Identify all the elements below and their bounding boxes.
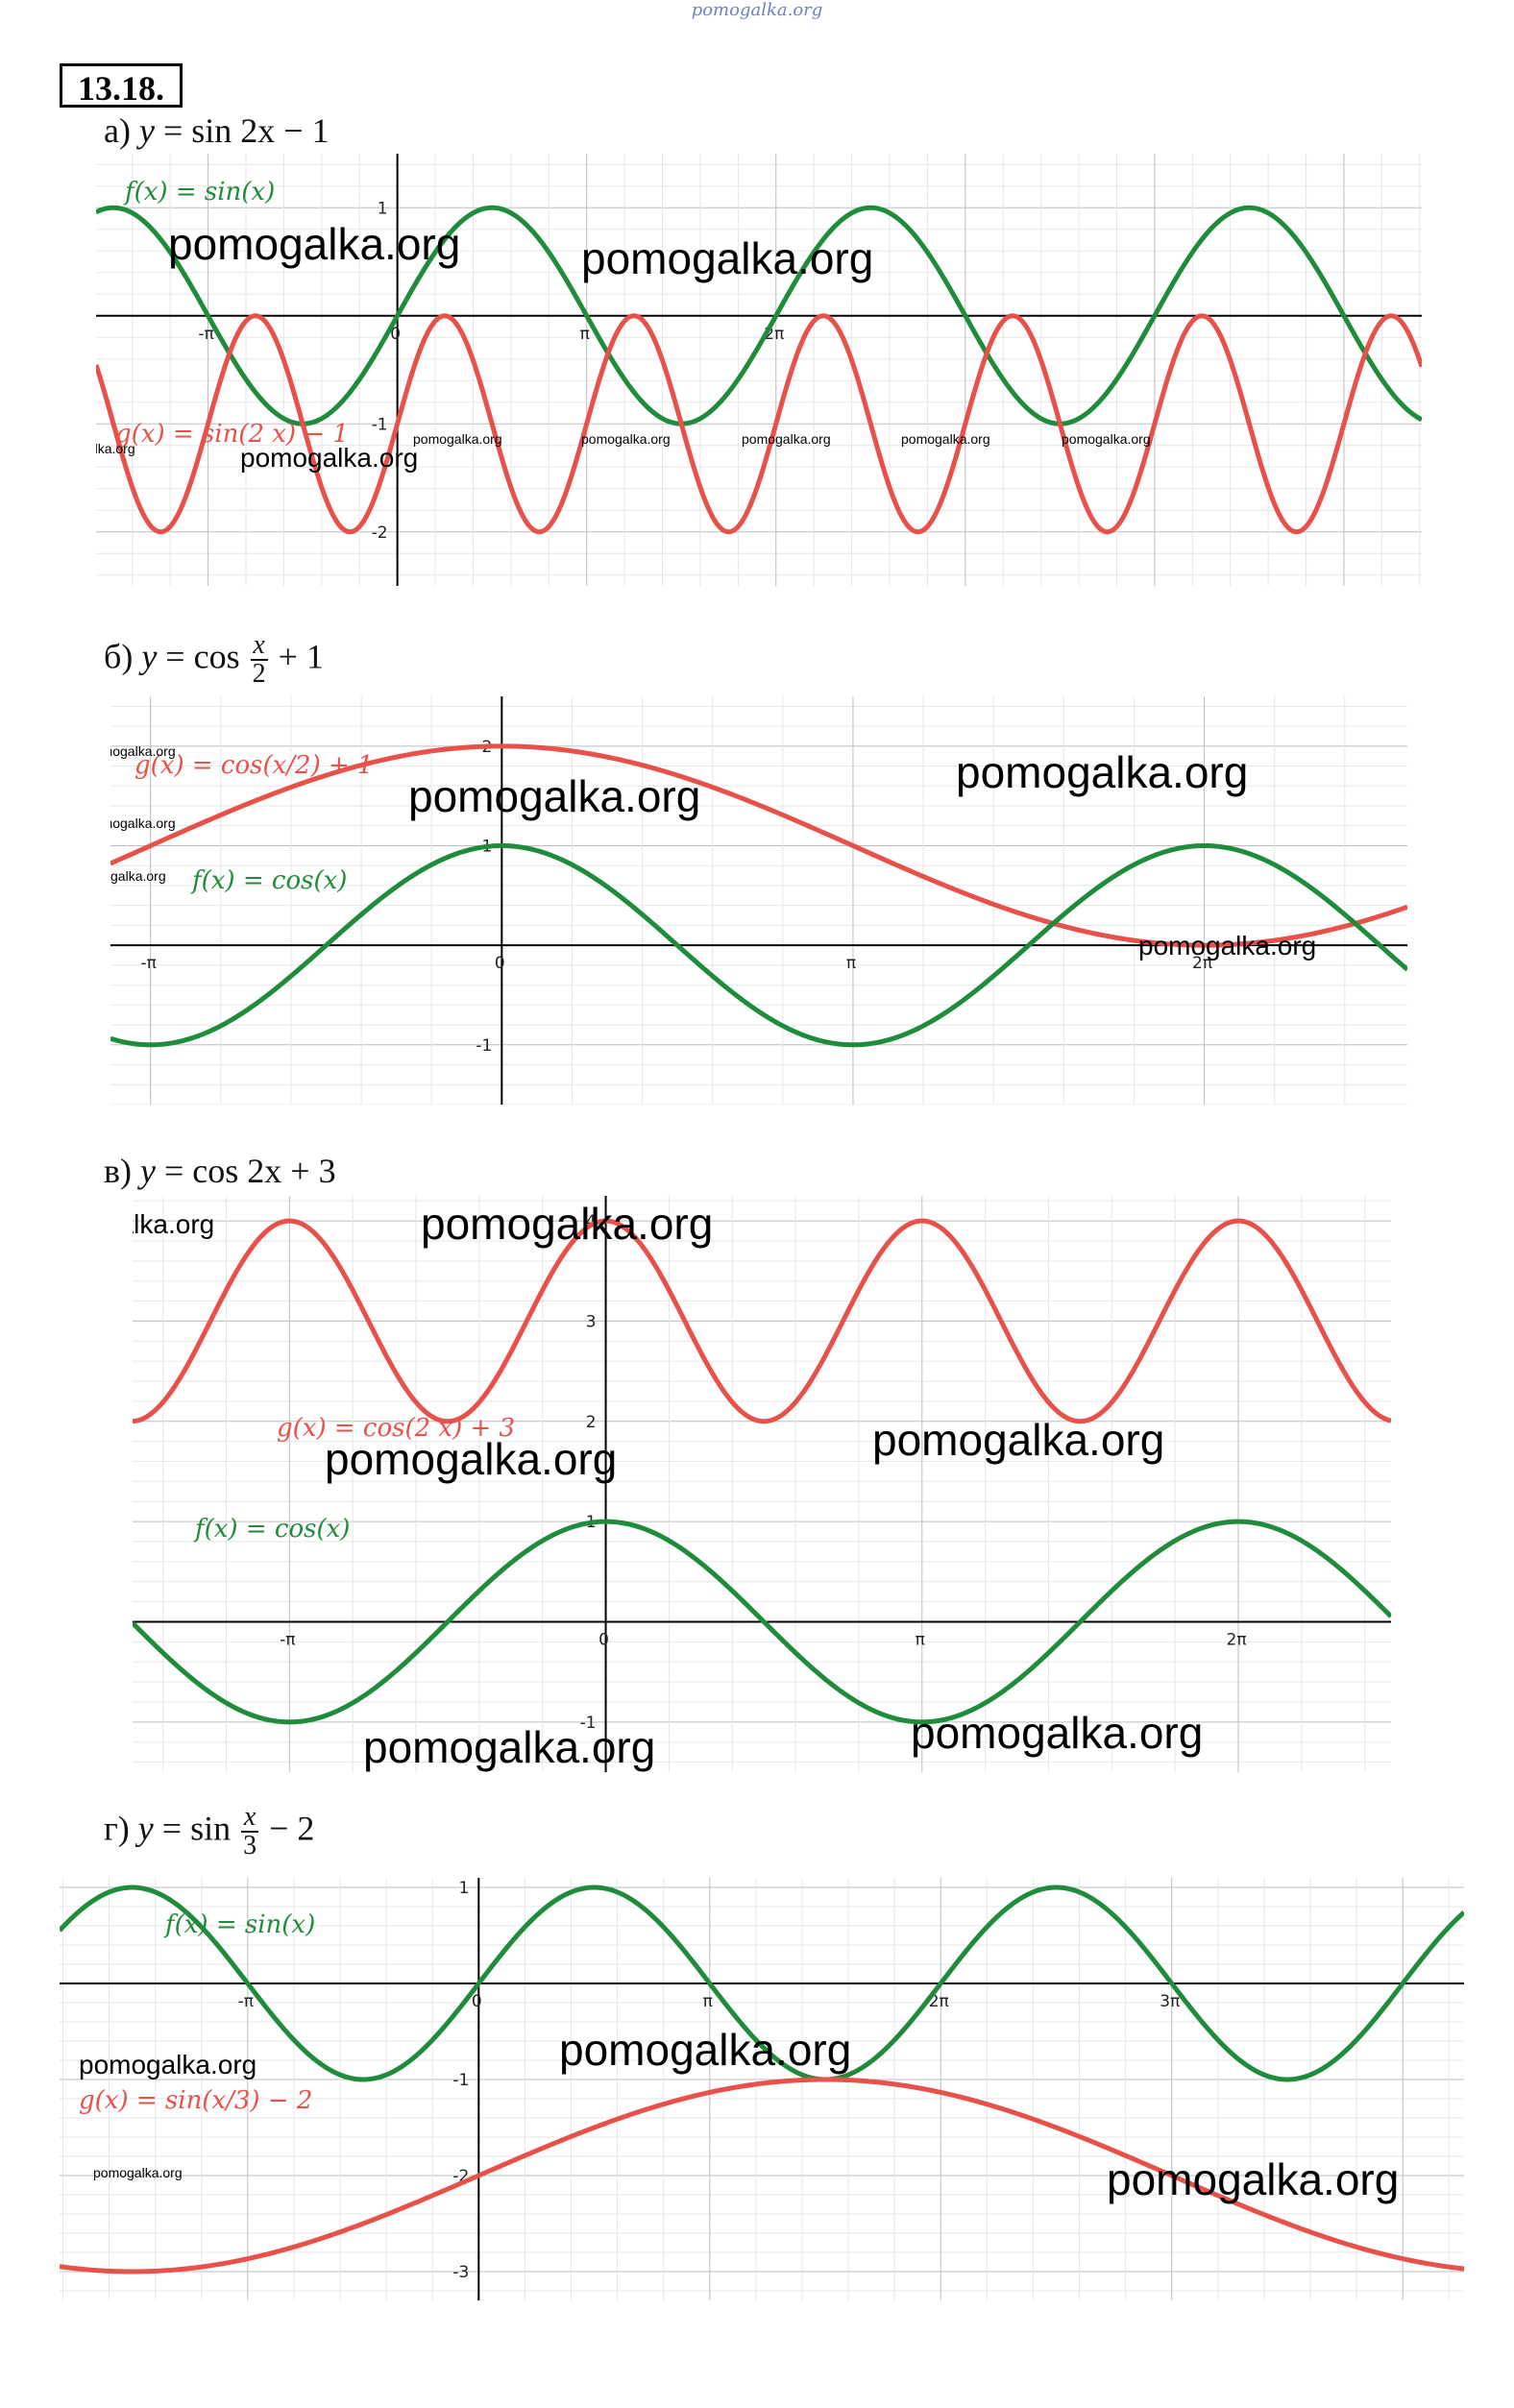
legend-g: g(x) = cos(2 x) + 3 [277, 1414, 515, 1443]
task-c-letter: в) [104, 1152, 132, 1190]
x-tick-label: 2π [1227, 1630, 1247, 1649]
x-tick-label: 0 [390, 325, 401, 344]
series-line-g [110, 743, 1407, 948]
watermark: pomogalka.org [1138, 931, 1316, 961]
series-line-g [133, 1218, 1391, 1424]
y-tick-label: -1 [580, 1714, 597, 1733]
watermark: pomogalka.org [110, 868, 166, 884]
task-a-letter: а) [104, 111, 131, 150]
watermark: pomogalka.org [1062, 431, 1151, 447]
task-c-label: в) y = cos 2x + 3 [104, 1152, 336, 1190]
x-tick-label: 3π [1160, 1992, 1180, 2011]
watermark: pomogalka.org [408, 771, 700, 821]
watermark: pomogalka.org [110, 743, 176, 759]
x-tick-label: π [580, 325, 590, 344]
x-tick-label: -π [141, 954, 157, 973]
task-b-letter: б) [104, 637, 134, 676]
x-tick-label: π [916, 1630, 925, 1649]
x-tick-label: π [703, 1992, 713, 2011]
y-tick-label: -2 [372, 523, 388, 543]
x-tick-label: 0 [495, 954, 505, 973]
legend-g: g(x) = sin(x/3) − 2 [79, 2086, 312, 2115]
watermark: pomogalka.org [363, 1722, 655, 1772]
x-tick-label: 0 [472, 1992, 482, 2011]
series-line-f [60, 1885, 1464, 2082]
legend-f: f(x) = sin(x) [123, 178, 275, 207]
watermark: pomogalka.org [911, 1708, 1203, 1758]
watermark: pomogalka.org [133, 1209, 214, 1239]
problem-number: 13.18. [60, 63, 183, 108]
series-line-g [60, 2077, 1464, 2274]
y-tick-label: 1 [458, 1879, 469, 1898]
watermark: pomogalka.org [93, 2165, 183, 2180]
x-tick-label: -π [280, 1630, 295, 1649]
watermark: pomogalka.org [872, 1415, 1164, 1465]
task-d-fraction: x 3 [241, 1804, 259, 1861]
task-a-label: а) y = sin 2x − 1 [104, 111, 330, 150]
series-line-g [96, 313, 1422, 535]
task-d-num: x [241, 1804, 259, 1833]
task-b-func-post: + 1 [278, 637, 324, 676]
watermark: pomogalka.org [240, 443, 418, 473]
y-tick-label: 3 [586, 1312, 597, 1331]
task-b-func-pre: cos [193, 637, 240, 676]
watermark: pomogalka.org [581, 431, 671, 447]
legend-f: f(x) = cos(x) [193, 1515, 350, 1544]
task-d-func-post: − 2 [269, 1809, 315, 1848]
task-d-letter: г) [104, 1809, 130, 1848]
watermark: pomogalka.org [581, 233, 873, 283]
chart-d: -π 0 π 2π 3π1-1-2-3f(x) = sin(x)g(x) = sin(x… [60, 1878, 1464, 2300]
chart-a: -π 0 π 2π1-1-2f(x) = sin(x)g(x) = sin(2 x) … [96, 154, 1422, 586]
legend-f: f(x) = cos(x) [190, 866, 347, 895]
task-b-den: 2 [252, 659, 266, 689]
grid [133, 1196, 1391, 1772]
series-line-f [110, 842, 1407, 1048]
task-b-label: б) y = cos x 2 + 1 [104, 630, 324, 689]
task-c-func: cos 2x + 3 [192, 1152, 336, 1190]
x-tick-label: π [846, 954, 856, 973]
task-d-label: г) y = sin x 3 − 2 [104, 1802, 315, 1861]
y-tick-label: -1 [476, 1036, 492, 1056]
top-watermark: pomogalka.org [691, 0, 823, 20]
watermark: pomogalka.org [956, 747, 1248, 797]
watermark: pomogalka.org [559, 2025, 851, 2075]
y-tick-label: -1 [372, 415, 388, 434]
x-tick-label: 2π [929, 1992, 949, 2011]
series-line-f [96, 205, 1422, 426]
watermark: pomogalka.org [742, 431, 831, 447]
task-a-func: sin 2x − 1 [191, 111, 330, 150]
legend-f: f(x) = sin(x) [163, 1910, 315, 1939]
legend-g: g(x) = cos(x/2) + 1 [134, 751, 374, 780]
y-tick-label: 4 [586, 1212, 597, 1231]
series-line-f [133, 1519, 1391, 1725]
watermark: pomogalka.org [79, 2050, 256, 2080]
y-tick-label: 2 [586, 1413, 597, 1432]
task-b-fraction: x 2 [250, 632, 268, 689]
x-tick-label: 0 [598, 1630, 609, 1649]
y-tick-label: -1 [452, 2071, 469, 2090]
task-b-num: x [250, 632, 268, 661]
legend-g: g(x) = sin(2 x) − 1 [115, 420, 349, 449]
watermark: pomogalka.org [1107, 2154, 1399, 2204]
watermark: pomogalka.org [96, 441, 135, 456]
task-d-func-pre: sin [190, 1809, 232, 1848]
x-tick-label: -π [238, 1992, 254, 2011]
watermark: pomogalka.org [421, 1199, 713, 1249]
watermark: pomogalka.org [168, 219, 460, 269]
watermark: pomogalka.org [413, 431, 502, 447]
watermark: pomogalka.org [325, 1434, 617, 1484]
x-tick-label: -π [198, 325, 213, 344]
x-tick-label: 2π [1192, 954, 1212, 973]
watermark: pomogalka.org [901, 431, 990, 447]
watermark: pomogalka.org [110, 815, 176, 831]
y-tick-label: -3 [452, 2263, 469, 2282]
task-d-den: 3 [243, 1831, 257, 1861]
y-tick-label: 1 [378, 199, 388, 218]
